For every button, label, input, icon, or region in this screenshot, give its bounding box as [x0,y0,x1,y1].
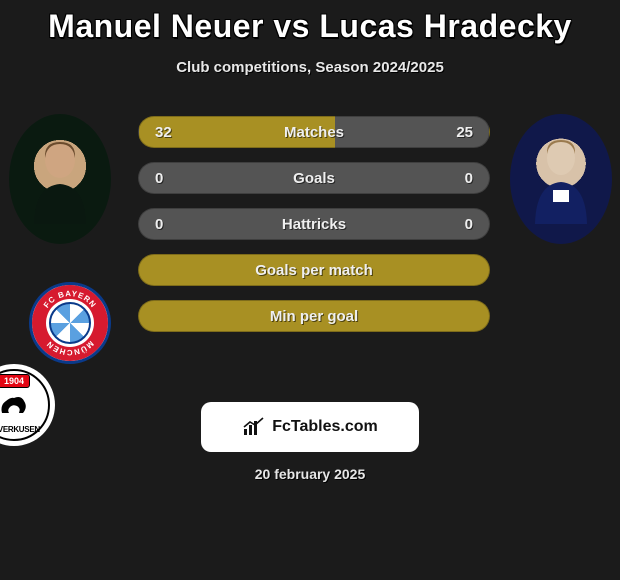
stat-value-right: 0 [465,216,473,233]
bayern-ring-text: FC BAYERN MÜNCHEN [32,285,108,361]
stat-row: Goals0 0 [138,162,490,194]
stat-value-left: 32 [155,124,172,141]
stat-row: Hattricks0 0 [138,208,490,240]
stat-label: Hattricks [139,216,489,233]
footer-brand-text: FcTables.com [272,418,378,436]
avatar [510,114,612,244]
stat-value-right: 0 [465,170,473,187]
avatar [9,114,111,244]
chart-icon [242,417,266,437]
lion-icon [0,393,29,421]
stat-row: Goals per match [138,254,490,286]
stat-label: Goals [139,170,489,187]
stat-label: Min per goal [139,308,489,325]
badge-year: 1904 [0,374,30,388]
footer-brand-box: FcTables.com [201,402,419,452]
page-subtitle: Club competitions, Season 2024/2025 [0,59,620,76]
stat-label: Matches [139,124,489,141]
stat-value-right: 25 [456,124,473,141]
club-badge-right: 1904 LEVERKUSEN [0,364,55,446]
stat-row: Min per goal [138,300,490,332]
stat-value-left: 0 [155,170,163,187]
page-title: Manuel Neuer vs Lucas Hradecky [0,8,620,45]
stat-row: Matches32 25 [138,116,490,148]
comparison-infographic: Manuel Neuer vs Lucas Hradecky Club comp… [0,0,620,580]
club-badge-left: FC BAYERN MÜNCHEN [29,282,111,364]
player-left-photo [9,114,111,244]
leverkusen-inner: 1904 LEVERKUSEN [0,369,50,441]
stat-value-left: 0 [155,216,163,233]
footer-date: 20 february 2025 [0,466,620,482]
svg-text:MÜNCHEN: MÜNCHEN [45,339,96,357]
svg-text:FC BAYERN: FC BAYERN [42,289,98,310]
player-right-photo [510,114,612,244]
stat-rows: Matches3225Goals00Hattricks00Goals per m… [138,116,490,332]
compare-area: FC BAYERN MÜNCHEN 1904 LEVERKUSEN M [0,114,620,374]
stat-label: Goals per match [139,262,489,279]
badge-club-name: LEVERKUSEN [0,425,40,434]
